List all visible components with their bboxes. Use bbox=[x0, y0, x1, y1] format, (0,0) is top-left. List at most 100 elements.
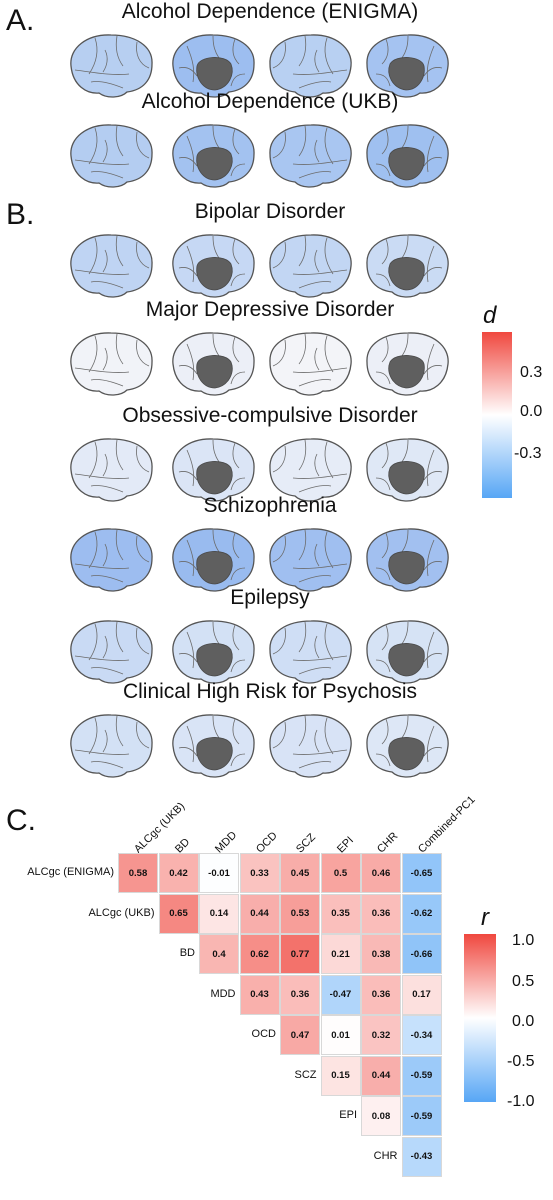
heatmap-cell: 0.58 bbox=[118, 853, 158, 893]
brain-lateral-view bbox=[265, 616, 357, 688]
heatmap-row-label: BD bbox=[179, 947, 195, 959]
heatmap-cell: 0.35 bbox=[320, 893, 361, 934]
brain-lateral-view bbox=[265, 328, 357, 400]
legend-r-tick: -0.5 bbox=[507, 1053, 535, 1070]
heatmap-cell: 0.32 bbox=[361, 1015, 401, 1055]
legend-r-colorbar bbox=[464, 934, 496, 1102]
brain-medial-view bbox=[362, 616, 454, 688]
brain-medial-view bbox=[167, 328, 259, 400]
heatmap-row-label: CHR bbox=[373, 1149, 398, 1162]
legend-r-tick: -1.0 bbox=[507, 1093, 535, 1110]
brain-row-title: Bipolar Disorder bbox=[194, 200, 346, 223]
brain-medial-view bbox=[167, 710, 259, 782]
legend-d-tick: 0.0 bbox=[520, 403, 543, 420]
heatmap-cell: 0.62 bbox=[239, 934, 280, 974]
heatmap-cell: -0.62 bbox=[401, 893, 442, 934]
heatmap-cell: -0.01 bbox=[199, 853, 239, 893]
heatmap-cell: -0.59 bbox=[401, 1096, 442, 1136]
legend-d-colorbar bbox=[482, 332, 512, 498]
heatmap-row-label: MDD bbox=[210, 987, 236, 1000]
brain-lateral-view bbox=[65, 30, 157, 102]
heatmap-cell: -0.34 bbox=[401, 1015, 442, 1055]
brain-medial-view bbox=[167, 120, 259, 192]
legend-d-title: d bbox=[483, 302, 497, 329]
heatmap-cell: 0.45 bbox=[280, 853, 320, 893]
brain-medial-view bbox=[362, 328, 454, 400]
brain-medial-view bbox=[362, 30, 454, 102]
heatmap-column-label: Combined-PC1 bbox=[415, 793, 478, 856]
heatmap-cell: 0.44 bbox=[361, 1055, 401, 1096]
panel-c-label: C. bbox=[6, 804, 36, 837]
brain-row-title: Obsessive-compulsive Disorder bbox=[122, 404, 418, 427]
heatmap-column-label: SCZ bbox=[294, 831, 319, 856]
heatmap-cell: 0.5 bbox=[320, 853, 361, 893]
heatmap-column-label: CHR bbox=[375, 830, 401, 856]
brain-lateral-view bbox=[265, 120, 357, 192]
brain-lateral-view bbox=[65, 328, 157, 400]
brain-medial-view bbox=[362, 524, 454, 596]
brain-lateral-view bbox=[265, 710, 357, 782]
brain-lateral-view bbox=[65, 120, 157, 192]
brain-medial-view bbox=[362, 434, 454, 506]
brain-row-title: Alcohol Dependence (UKB) bbox=[141, 90, 399, 113]
heatmap-cell: 0.36 bbox=[361, 974, 401, 1015]
brain-medial-view bbox=[167, 434, 259, 506]
heatmap-cell: 0.46 bbox=[361, 853, 401, 893]
brain-medial-view bbox=[167, 524, 259, 596]
heatmap-cell: 0.4 bbox=[199, 934, 239, 974]
heatmap-column-label: OCD bbox=[253, 829, 280, 856]
heatmap-cell: 0.36 bbox=[280, 974, 320, 1015]
heatmap-row-label: SCZ bbox=[294, 1068, 317, 1081]
brain-lateral-view bbox=[265, 230, 357, 302]
brain-lateral-view bbox=[265, 434, 357, 506]
heatmap-cell: 0.33 bbox=[239, 853, 280, 893]
heatmap-cell: -0.66 bbox=[401, 934, 442, 974]
heatmap-row-label: ALCgc (ENIGMA) bbox=[27, 866, 114, 878]
brain-lateral-view bbox=[65, 616, 157, 688]
legend-d-tick: -0.3 bbox=[514, 445, 542, 462]
brain-lateral-view bbox=[265, 30, 357, 102]
heatmap-cell: 0.42 bbox=[158, 853, 199, 893]
brain-row-title: Alcohol Dependence (ENIGMA) bbox=[121, 0, 419, 23]
heatmap-cell: 0.08 bbox=[361, 1096, 401, 1136]
brain-row-title: Schizophrenia bbox=[203, 494, 337, 517]
brain-medial-view bbox=[362, 710, 454, 782]
brain-medial-view bbox=[167, 616, 259, 688]
brain-lateral-view bbox=[265, 524, 357, 596]
heatmap-row-label: EPI bbox=[339, 1109, 357, 1121]
brain-medial-view bbox=[167, 30, 259, 102]
legend-d-tick: 0.3 bbox=[520, 364, 543, 381]
panel-b-label: B. bbox=[6, 198, 35, 231]
heatmap-cell: 0.17 bbox=[401, 974, 442, 1015]
legend-r-tick: 0.5 bbox=[512, 973, 535, 990]
heatmap-cell: 0.01 bbox=[320, 1015, 361, 1055]
heatmap-cell: 0.43 bbox=[239, 974, 280, 1015]
heatmap-cell: 0.65 bbox=[158, 893, 199, 934]
brain-medial-view bbox=[167, 230, 259, 302]
heatmap-row-label: ALCgc (UKB) bbox=[88, 906, 155, 919]
brain-lateral-view bbox=[65, 230, 157, 302]
heatmap-cell: -0.65 bbox=[401, 853, 442, 893]
brain-lateral-view bbox=[65, 434, 157, 506]
legend-r-tick: 0.0 bbox=[512, 1013, 535, 1030]
heatmap-cell: 0.36 bbox=[361, 893, 401, 934]
heatmap-cell: -0.59 bbox=[401, 1055, 442, 1096]
heatmap-cell: 0.21 bbox=[320, 934, 361, 974]
heatmap-cell: 0.14 bbox=[199, 893, 239, 934]
brain-lateral-view bbox=[65, 524, 157, 596]
heatmap-cell: 0.15 bbox=[320, 1055, 361, 1096]
panel-a-label: A. bbox=[6, 4, 35, 37]
brain-lateral-view bbox=[65, 710, 157, 782]
brain-row-title: Major Depressive Disorder bbox=[145, 298, 395, 321]
legend-r-tick: 1.0 bbox=[512, 932, 535, 949]
heatmap-cell: 0.53 bbox=[280, 893, 320, 934]
legend-r-title: r bbox=[481, 904, 489, 931]
heatmap-row-label: OCD bbox=[251, 1028, 276, 1040]
heatmap-column-label: MDD bbox=[213, 829, 240, 856]
heatmap-cell: 0.47 bbox=[280, 1015, 320, 1055]
heatmap-cell: 0.38 bbox=[361, 934, 401, 974]
brain-medial-view bbox=[362, 230, 454, 302]
heatmap-cell: -0.47 bbox=[320, 974, 361, 1015]
heatmap-cell: -0.43 bbox=[401, 1136, 442, 1177]
brain-row-title: Epilepsy bbox=[230, 586, 310, 609]
